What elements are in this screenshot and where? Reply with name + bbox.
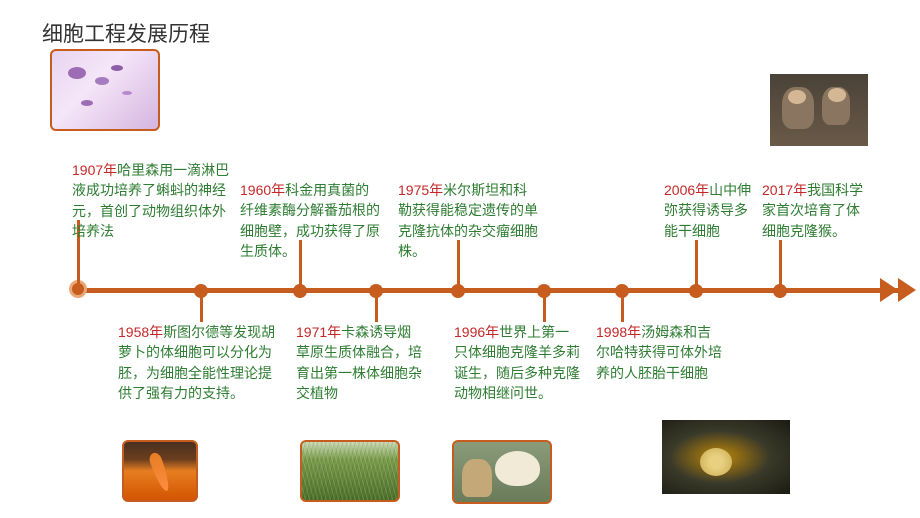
- event-e2006: 2006年山中伸弥获得诱导多能干细胞: [664, 180, 752, 241]
- timeline-leg: [779, 240, 782, 288]
- event-e1960: 1960年科金用真菌的纤维素酶分解番茄根的细胞壁，成功获得了原生质体。: [240, 180, 380, 261]
- img-sheep: [452, 440, 552, 504]
- arrow-icon: [898, 278, 916, 302]
- img-carrot: [122, 440, 198, 502]
- img-cells: [50, 49, 160, 131]
- event-year: 1998年: [596, 324, 641, 340]
- event-year: 2017年: [762, 182, 807, 198]
- event-e1958: 1958年斯图尔德等发现胡萝卜的体细胞可以分化为胚，为细胞全能性理论提供了强有力…: [118, 322, 276, 403]
- timeline-leg: [200, 293, 203, 322]
- timeline-leg: [543, 293, 546, 322]
- arrow-icon: [880, 278, 898, 302]
- event-year: 1907年: [72, 162, 117, 178]
- event-year: 1996年: [454, 324, 499, 340]
- event-e1907: 1907年哈里森用一滴淋巴液成功培养了蝌蚪的神经元，首创了动物组织体外培养法: [72, 160, 230, 241]
- img-monkey: [770, 74, 868, 146]
- event-e1996: 1996年世界上第一只体细胞克隆羊多莉诞生，随后多种克隆动物相继问世。: [454, 322, 582, 403]
- event-year: 1960年: [240, 182, 285, 198]
- event-e2017: 2017年我国科学家首次培育了体细胞克隆猴。: [762, 180, 870, 241]
- page-title: 细胞工程发展历程: [42, 18, 210, 48]
- timeline-leg: [621, 293, 624, 322]
- timeline-leg: [375, 293, 378, 322]
- event-e1971: 1971年卡森诱导烟草原生质体融合，培育出第一株体细胞杂交植物: [296, 322, 424, 403]
- timeline-leg: [695, 240, 698, 288]
- img-field: [300, 440, 400, 502]
- event-year: 1971年: [296, 324, 341, 340]
- event-year: 1958年: [118, 324, 163, 340]
- event-year: 2006年: [664, 182, 709, 198]
- event-e1975: 1975年米尔斯坦和科勒获得能稳定遗传的单克隆抗体的杂交瘤细胞株。: [398, 180, 538, 261]
- img-embryo: [662, 420, 790, 494]
- event-year: 1975年: [398, 182, 443, 198]
- event-e1998: 1998年汤姆森和吉尔哈特获得可体外培养的人胚胎干细胞: [596, 322, 724, 383]
